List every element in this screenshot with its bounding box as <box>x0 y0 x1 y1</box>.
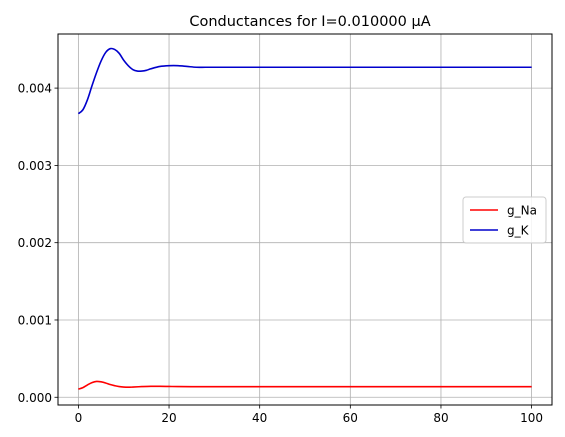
legend-label: g_Na <box>507 204 537 218</box>
y-tick-label: 0.001 <box>18 313 52 327</box>
y-tick-label: 0.003 <box>18 159 52 173</box>
series-line-g-k <box>77 47 532 115</box>
series-layer <box>77 47 532 390</box>
legend: g_Na g_K <box>462 196 547 244</box>
chart-title: Conductances for I=0.010000 μA <box>189 14 430 30</box>
y-tick-label: 0.000 <box>18 391 52 405</box>
y-tick-label: 0.004 <box>18 82 52 96</box>
y-tick-label: 0.002 <box>18 236 52 250</box>
legend-box <box>462 196 547 244</box>
x-tick-label: 80 <box>433 411 448 425</box>
axes: 0 20 40 60 80 100 0.000 0.001 0.002 0.003 0.004 <box>18 82 543 425</box>
legend-label: g_K <box>507 224 530 238</box>
x-tick-label: 40 <box>252 411 267 425</box>
x-tick-label: 100 <box>520 411 543 425</box>
series-line-g-na <box>78 380 532 390</box>
plot-frame <box>57 33 553 406</box>
x-tick-label: 20 <box>161 411 176 425</box>
x-tick-label: 0 <box>75 411 83 425</box>
x-tick-label: 60 <box>343 411 358 425</box>
